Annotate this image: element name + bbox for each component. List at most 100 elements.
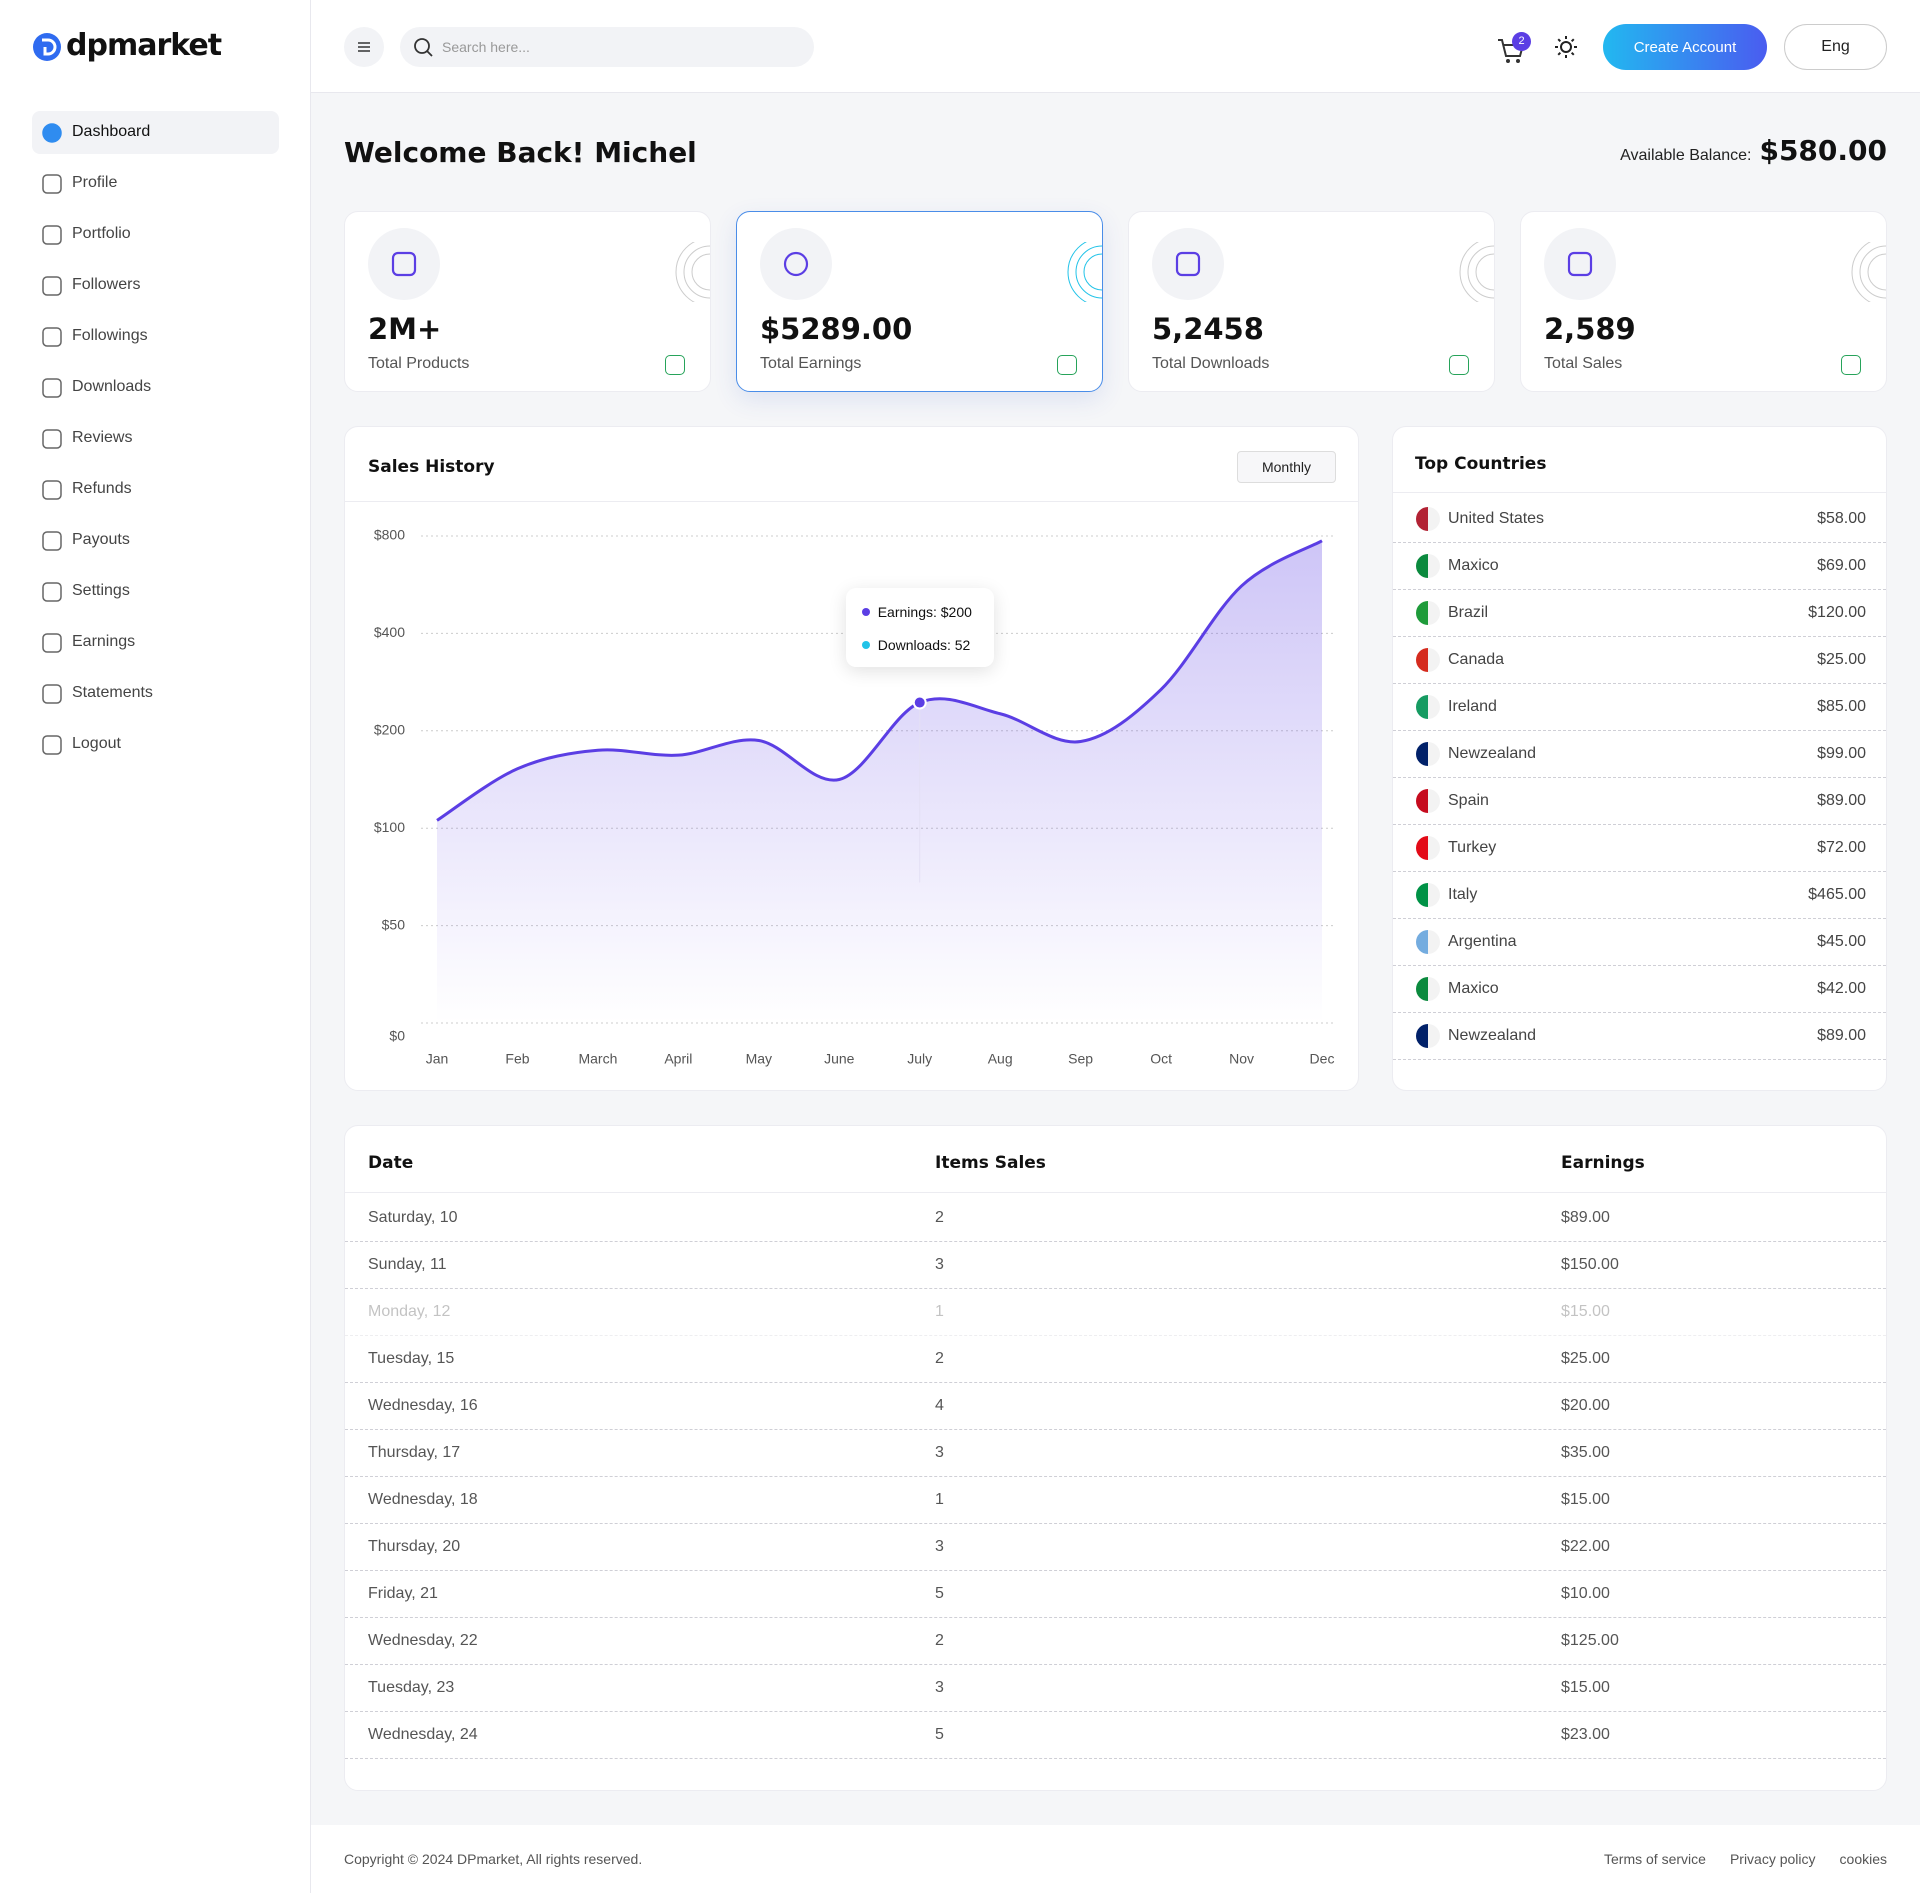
row-divider	[1393, 730, 1886, 731]
x-tick-label: Sep	[1068, 1051, 1093, 1067]
table-cell: 5	[935, 1585, 944, 1602]
row-divider	[1393, 965, 1886, 966]
menu-button[interactable]	[344, 27, 384, 67]
nav-item[interactable]: Logout	[32, 723, 279, 766]
copyright: Copyright © 2024 DPmarket, All rights re…	[344, 1851, 643, 1867]
tooltip-text: Earnings: $200	[877, 603, 972, 620]
nav-icon	[42, 123, 62, 143]
y-tick-label: $400	[374, 624, 405, 640]
nav-item[interactable]: Downloads	[32, 366, 279, 409]
stat-label: Total Sales	[1544, 355, 1623, 372]
row-divider	[1393, 683, 1886, 684]
flag	[1416, 1024, 1440, 1048]
sun-ray	[1557, 38, 1562, 43]
table-cell: Wednesday, 24	[368, 1726, 478, 1743]
flag	[1416, 507, 1440, 531]
period-dropdown[interactable]: Monthly	[1237, 451, 1336, 483]
stat-glyph	[783, 251, 809, 277]
nav-item[interactable]: Dashboard	[32, 111, 279, 154]
country-name: Canada	[1448, 651, 1505, 668]
x-tick-label: June	[824, 1051, 855, 1067]
card-divider	[1393, 492, 1886, 493]
glyph	[783, 251, 809, 277]
stat-card: 2,589 Total Sales	[1520, 211, 1887, 392]
nav-item[interactable]: Settings	[32, 570, 279, 613]
table-row: Tuesday, 15 2 $25.00	[345, 1336, 1886, 1383]
flag	[1416, 601, 1440, 625]
nav-label: Downloads	[72, 378, 152, 395]
table-row: Wednesday, 22 2 $125.00	[345, 1618, 1886, 1665]
nav-item[interactable]: Followers	[32, 264, 279, 307]
arc	[1867, 253, 1886, 291]
table-cell: 3	[935, 1256, 944, 1273]
country-amount: $465.00	[1808, 886, 1866, 903]
nav-item[interactable]: Earnings	[32, 621, 279, 664]
country-amount: $120.00	[1808, 604, 1866, 621]
row-divider	[1393, 1059, 1886, 1060]
flag	[1416, 930, 1440, 954]
theme-icon	[1555, 36, 1577, 58]
footer-link[interactable]: cookies	[1839, 1851, 1887, 1867]
country-name: Turkey	[1448, 839, 1497, 856]
tooltip-text: Downloads: 52	[877, 636, 971, 653]
welcome-title: Welcome Back! Michel	[344, 136, 697, 169]
language-button[interactable]: Eng	[1784, 24, 1887, 70]
nav-item[interactable]: Refunds	[32, 468, 279, 511]
create-account-button[interactable]: Create Account	[1603, 24, 1767, 70]
search-box[interactable]: Search here...	[400, 27, 814, 67]
nav-icon	[42, 684, 62, 704]
stat-value: 5,2458	[1152, 312, 1264, 346]
table-row: Sunday, 11 3 $150.00	[345, 1242, 1886, 1289]
icon-shape	[42, 123, 62, 143]
table-cell: 1	[935, 1491, 944, 1508]
footer-link[interactable]: Terms of service	[1604, 1851, 1706, 1867]
cart-wheel	[1516, 59, 1520, 63]
country-name: Newzealand	[1448, 745, 1537, 762]
table-row: Thursday, 17 3 $35.00	[345, 1430, 1886, 1477]
table-cell: 4	[935, 1397, 944, 1414]
card-divider	[345, 501, 1358, 502]
country-name: Brazil	[1448, 604, 1489, 621]
sales-card: Sales History Monthly $0 $50 $100 $200 $400 $80…	[344, 426, 1359, 1091]
logo-icon	[33, 33, 61, 61]
tooltip-row: Earnings: $200	[861, 603, 972, 620]
arc	[1067, 242, 1088, 302]
country-amount: $89.00	[1817, 1027, 1866, 1044]
footer-link[interactable]: Privacy policy	[1729, 1851, 1816, 1867]
x-tick-label: Nov	[1229, 1051, 1254, 1067]
nav-icon	[42, 327, 62, 347]
country-name: Maxico	[1448, 557, 1499, 574]
table-cell: Wednesday, 22	[368, 1632, 478, 1649]
nav-item[interactable]: Payouts	[32, 519, 279, 562]
table-cell: Wednesday, 16	[368, 1397, 478, 1414]
table-cell: 2	[935, 1209, 944, 1226]
nav-item[interactable]: Followings	[32, 315, 279, 358]
flag	[1416, 836, 1440, 860]
nav-item[interactable]: Profile	[32, 162, 279, 205]
row-divider	[1393, 824, 1886, 825]
country-name: Italy	[1448, 886, 1478, 903]
nav-item[interactable]: Reviews	[32, 417, 279, 460]
chart-title: Sales History	[368, 457, 495, 477]
tooltip: Earnings: $200 Downloads: 52	[845, 587, 994, 667]
table-cell: 3	[935, 1444, 944, 1461]
table-row: Friday, 21 5 $10.00	[345, 1571, 1886, 1618]
nav-icon	[42, 735, 62, 755]
x-tick-label: Jan	[426, 1051, 449, 1067]
stat-value: $5289.00	[760, 312, 913, 346]
stat-icon	[368, 228, 440, 300]
search-circle	[414, 38, 430, 54]
x-tick-label: Dec	[1310, 1051, 1335, 1067]
decor-arcs	[1851, 242, 1886, 302]
table-cell: $22.00	[1561, 1538, 1610, 1555]
stat-glyph	[1175, 251, 1201, 277]
cart-wheel	[1506, 59, 1510, 63]
nav-item[interactable]: Portfolio	[32, 213, 279, 256]
table-cell: $35.00	[1561, 1444, 1610, 1461]
search-placeholder: Search here...	[442, 39, 530, 55]
country-amount: $89.00	[1817, 792, 1866, 809]
column-header: Date	[368, 1153, 414, 1173]
nav-item[interactable]: Statements	[32, 672, 279, 715]
icon-shape	[42, 276, 62, 296]
table-row: Tuesday, 23 3 $15.00	[345, 1665, 1886, 1712]
